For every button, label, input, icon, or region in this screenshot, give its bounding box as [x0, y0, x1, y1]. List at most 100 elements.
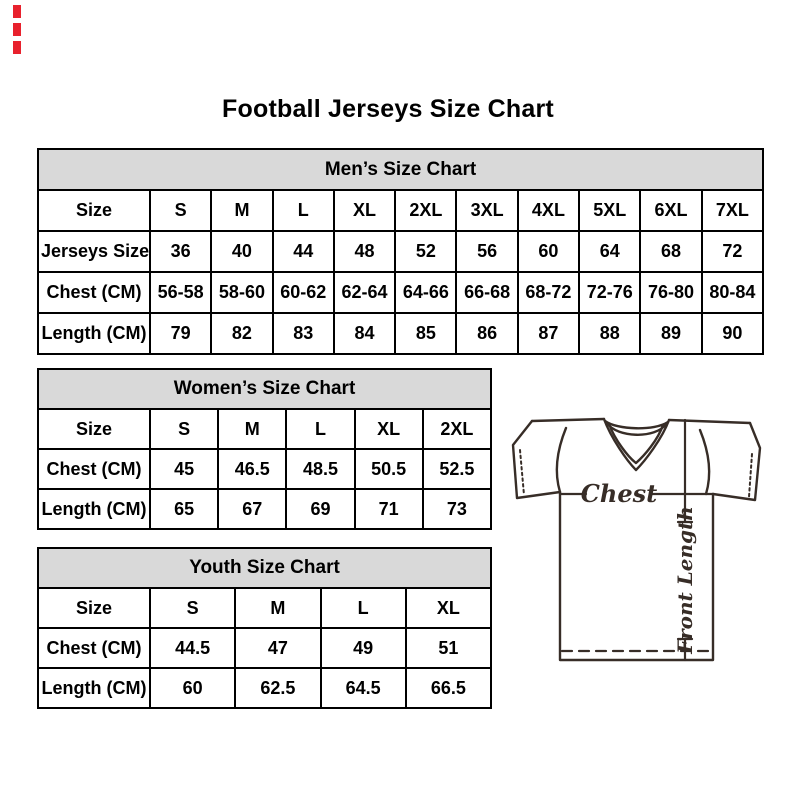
table-cell: 6XL — [639, 189, 703, 232]
collar-outer-v — [602, 417, 671, 472]
collar-back-curve-1 — [603, 419, 670, 430]
table-cell: M — [217, 408, 288, 450]
table-row: Jerseys Size 36 40 44 48 52 56 60 64 68 72 — [37, 230, 765, 273]
table-cell: 64 — [578, 230, 642, 273]
table-cell: 56 — [455, 230, 519, 273]
table-cell: 48.5 — [285, 448, 356, 490]
jersey-outline — [511, 417, 762, 662]
table-cell: 68-72 — [516, 271, 581, 314]
table-cell: 72 — [700, 230, 765, 273]
table-title: Youth Size Chart — [37, 547, 492, 589]
table-cell: 87 — [516, 312, 581, 355]
table-cell: 48 — [332, 230, 397, 273]
table-cell: 84 — [332, 312, 397, 355]
collar-inner-v — [607, 422, 665, 465]
table-cell: 2XL — [394, 189, 458, 232]
table-cell: 73 — [421, 488, 493, 530]
table-cell: 62.5 — [234, 667, 322, 709]
table-cell: 36 — [148, 230, 213, 273]
table-cell: L — [271, 189, 335, 232]
row-label: Size — [37, 587, 151, 629]
right-cuff-stitch-line — [748, 453, 753, 498]
table-cell: 60 — [148, 667, 237, 709]
table-cell: 64.5 — [319, 667, 407, 709]
table-cell: 2XL — [421, 408, 493, 450]
row-label: Chest (CM) — [37, 271, 151, 314]
youth-size-table: Youth Size Chart Size S M L XL Chest (CM) 44.5 4… — [37, 547, 493, 709]
table-title: Men’s Size Chart — [37, 148, 764, 191]
jersey-body — [558, 490, 715, 662]
row-label: Length (CM) — [37, 312, 151, 355]
table-row: Length (CM) 65 67 69 71 73 — [37, 488, 493, 530]
table-cell: 7XL — [700, 189, 765, 232]
jersey-illustration: Chest Front Length — [511, 417, 762, 662]
table-row: Size S M L XL — [37, 587, 493, 629]
table-cell: 44.5 — [148, 627, 237, 669]
row-label: Chest (CM) — [37, 627, 151, 669]
table-cell: 85 — [394, 312, 458, 355]
table-cell: 3XL — [455, 189, 519, 232]
table-cell: 60 — [516, 230, 581, 273]
table-header-row: Men’s Size Chart — [37, 148, 764, 191]
table-cell: 71 — [353, 488, 424, 530]
chest-label: Chest — [581, 479, 657, 508]
jersey-measurement-diagram: Chest Front Length — [502, 402, 770, 666]
table-cell: 62-64 — [332, 271, 397, 314]
table-cell: 89 — [639, 312, 703, 355]
table-header-row: Youth Size Chart — [37, 547, 492, 589]
table-cell: 69 — [285, 488, 356, 530]
table-cell: 64-66 — [394, 271, 458, 314]
left-sleeve — [511, 419, 562, 500]
table-cell: 50.5 — [353, 448, 424, 490]
table-cell: M — [234, 587, 322, 629]
right-sleeve — [711, 421, 762, 502]
table-row: Chest (CM) 56-58 58-60 60-62 62-64 64-66 66-68… — [37, 271, 765, 314]
table-cell: 66-68 — [455, 271, 519, 314]
front-length-label: Front Length — [673, 506, 697, 655]
table-cell: 86 — [455, 312, 519, 355]
collar-back-curve-2 — [605, 421, 668, 436]
table-cell: 40 — [210, 230, 274, 273]
table-cell: 83 — [271, 312, 335, 355]
table-cell: 60-62 — [271, 271, 335, 314]
table-cell: 56-58 — [148, 271, 213, 314]
left-armhole-seam — [555, 426, 568, 494]
table-row: Size S M L XL 2XL — [37, 408, 493, 450]
table-title: Women’s Size Chart — [37, 368, 492, 410]
page-title: Football Jerseys Size Chart — [222, 95, 554, 123]
row-label: Size — [37, 189, 151, 232]
table-cell: 44 — [271, 230, 335, 273]
table-cell: 67 — [217, 488, 288, 530]
table-cell: 65 — [148, 488, 220, 530]
table-cell: XL — [332, 189, 397, 232]
table-header-row: Women’s Size Chart — [37, 368, 492, 410]
left-cuff-stitch-line — [519, 449, 525, 496]
table-cell: XL — [353, 408, 424, 450]
table-cell: 90 — [700, 312, 765, 355]
right-shoulder-line — [667, 418, 752, 425]
red-tick-mark — [13, 41, 21, 54]
table-cell: 80-84 — [700, 271, 765, 314]
womens-size-table: Women’s Size Chart Size S M L XL 2XL Chest (CM)… — [37, 368, 493, 530]
red-tick-mark — [13, 5, 21, 18]
table-cell: 66.5 — [404, 667, 493, 709]
table-cell: 58-60 — [210, 271, 274, 314]
table-cell: L — [285, 408, 356, 450]
table-cell: S — [148, 587, 237, 629]
table-row: Chest (CM) 45 46.5 48.5 50.5 52.5 — [37, 448, 493, 490]
row-label: Length (CM) — [37, 488, 151, 530]
table-cell: 88 — [578, 312, 642, 355]
table-cell: 4XL — [516, 189, 581, 232]
table-cell: XL — [404, 587, 493, 629]
table-row: Size S M L XL 2XL 3XL 4XL 5XL 6XL 7XL — [37, 189, 765, 232]
row-label: Jerseys Size — [37, 230, 151, 273]
red-tick-mark — [13, 23, 21, 36]
table-row: Length (CM) 60 62.5 64.5 66.5 — [37, 667, 493, 709]
table-cell: 82 — [210, 312, 274, 355]
table-cell: 79 — [148, 312, 213, 355]
table-cell: 47 — [234, 627, 322, 669]
table-cell: 5XL — [578, 189, 642, 232]
table-cell: 68 — [639, 230, 703, 273]
table-cell: 76-80 — [639, 271, 703, 314]
